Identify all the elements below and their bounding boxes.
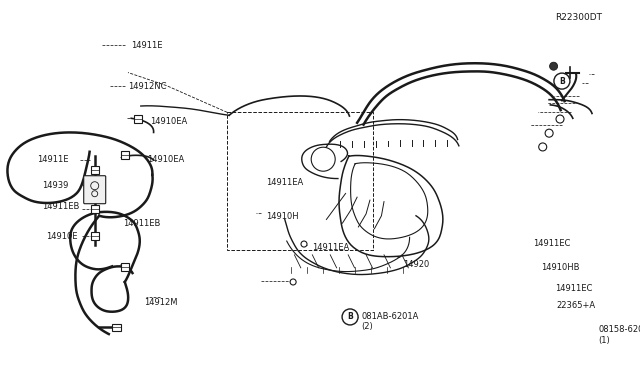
Text: 08158-62033
(1): 08158-62033 (1) <box>598 325 640 344</box>
Bar <box>91 232 99 240</box>
Text: 14910HB: 14910HB <box>541 263 579 272</box>
Circle shape <box>550 62 557 70</box>
Text: 14912M: 14912M <box>144 298 177 307</box>
Bar <box>91 166 99 174</box>
Text: 14920: 14920 <box>403 260 429 269</box>
Bar <box>227 112 373 250</box>
Bar <box>91 205 99 213</box>
Text: 14910H: 14910H <box>266 212 298 221</box>
Text: 14911EC: 14911EC <box>556 284 593 293</box>
Text: 081AB-6201A
(2): 081AB-6201A (2) <box>362 312 419 331</box>
Circle shape <box>554 73 570 89</box>
Bar <box>112 324 121 331</box>
Circle shape <box>301 241 307 247</box>
Circle shape <box>290 279 296 285</box>
Text: 14910EA: 14910EA <box>150 117 188 126</box>
Circle shape <box>556 115 564 123</box>
Text: 14911EC: 14911EC <box>533 239 570 248</box>
Text: 14911EA: 14911EA <box>266 178 303 187</box>
Circle shape <box>545 129 553 137</box>
Text: 14911E: 14911E <box>37 155 68 164</box>
Text: 14910E: 14910E <box>46 232 77 241</box>
Text: B: B <box>348 312 353 321</box>
Text: 14911E: 14911E <box>131 41 163 50</box>
Text: 14910EA: 14910EA <box>147 155 184 164</box>
Text: 14911EB: 14911EB <box>123 219 160 228</box>
Text: R22300DT: R22300DT <box>556 13 602 22</box>
Circle shape <box>539 143 547 151</box>
Bar <box>134 115 141 123</box>
Text: 14911EA: 14911EA <box>312 243 349 252</box>
FancyBboxPatch shape <box>84 176 106 204</box>
Circle shape <box>342 309 358 325</box>
Text: 14939: 14939 <box>42 181 68 190</box>
Bar <box>121 263 129 271</box>
Bar <box>121 151 129 160</box>
Text: B: B <box>559 77 564 86</box>
Text: 22365+A: 22365+A <box>557 301 596 310</box>
Text: 14911EB: 14911EB <box>42 202 79 211</box>
Text: 14912NC: 14912NC <box>128 82 166 91</box>
